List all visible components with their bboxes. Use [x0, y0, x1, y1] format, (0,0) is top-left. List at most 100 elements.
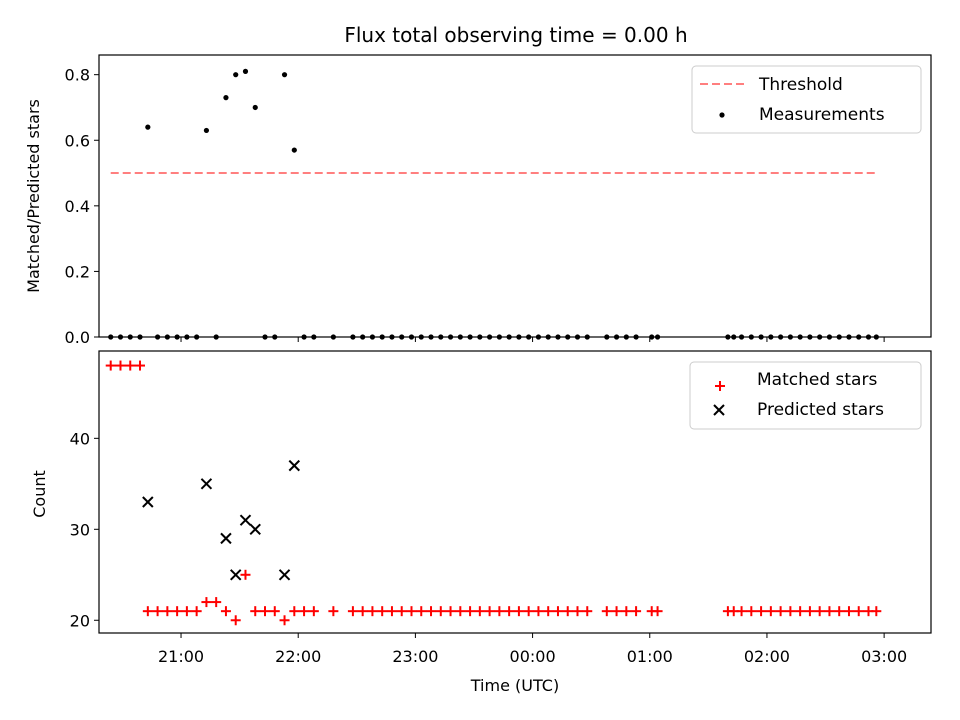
- matched-star-marker: [416, 606, 427, 617]
- ratio-panel: 0.00.20.40.60.8 Matched/Predicted stars …: [24, 54, 932, 347]
- matched-star-marker: [115, 360, 126, 371]
- matched-star-marker: [105, 360, 116, 371]
- matched-star-marker: [299, 606, 310, 617]
- matched-star-marker: [357, 606, 368, 617]
- x-tick-label: 01:00: [627, 647, 673, 666]
- measurement-point: [291, 147, 297, 153]
- matched-star-marker: [582, 606, 593, 617]
- x-tick-label: 02:00: [744, 647, 790, 666]
- predicted-legend-label: Predicted stars: [757, 400, 884, 420]
- matched-star-marker: [201, 597, 212, 608]
- matched-legend-label: Matched stars: [757, 370, 877, 390]
- matched-star-marker: [484, 606, 495, 617]
- matched-star-marker: [445, 606, 456, 617]
- matched-star-marker: [834, 606, 845, 617]
- predicted-star-marker-b: [249, 523, 261, 536]
- predicted-star-marker-b: [288, 459, 301, 472]
- matched-star-marker: [347, 606, 358, 617]
- matched-star-marker: [308, 606, 319, 617]
- predicted-star-marker: [278, 569, 291, 581]
- ratio-axes: 0.0 0.2 0.4 0.6 0.8: [65, 66, 885, 347]
- count-axes-frame: [98, 350, 932, 634]
- matched-star-marker: [211, 597, 222, 608]
- matched-star-marker: [367, 606, 378, 617]
- matched-star-marker: [240, 569, 251, 580]
- matched-star-marker: [843, 606, 854, 617]
- x-tick-label: 03:00: [861, 647, 907, 666]
- measurement-point: [223, 95, 229, 101]
- matched-star-marker: [181, 606, 192, 617]
- matched-star-marker: [328, 606, 339, 617]
- ratio-y-tick-label: 0.0: [65, 328, 90, 347]
- matched-star-marker: [152, 606, 163, 617]
- matched-star-marker: [552, 606, 563, 617]
- x-tick-label: 00:00: [510, 647, 556, 666]
- predicted-star-marker: [249, 523, 261, 536]
- matched-star-marker: [162, 606, 173, 617]
- predicted-star-marker: [288, 459, 301, 472]
- matched-star-marker: [601, 606, 612, 617]
- matched-star-marker: [435, 606, 446, 617]
- matched-star-marker: [871, 606, 882, 617]
- matched-star-marker: [426, 606, 437, 617]
- matched-star-marker: [853, 606, 864, 617]
- chart-title: Flux total observing time = 0.00 h: [344, 23, 687, 47]
- count-y-axis-label: Count: [30, 470, 49, 518]
- count-axes: 20 30 40 21:00 22:00 23:00 00:00 01:00 02:00 03:0…: [70, 429, 908, 666]
- matched-star-marker: [125, 360, 136, 371]
- measurement-point: [203, 127, 210, 134]
- ratio-y-tick-label: 0.4: [65, 197, 90, 216]
- matched-star-marker: [250, 606, 261, 617]
- matched-star-marker: [765, 606, 776, 617]
- x-tick-label: 22:00: [275, 647, 321, 666]
- x-tick-label: 23:00: [392, 647, 438, 666]
- matched-star-marker: [494, 606, 505, 617]
- ratio-y-tick-label: 0.2: [65, 262, 90, 281]
- measurements-legend-swatch: [719, 112, 725, 118]
- matched-star-marker: [142, 606, 153, 617]
- matched-star-marker: [621, 606, 632, 617]
- ratio-axes-frame: [98, 54, 932, 338]
- count-panel: 20 30 40 21:00 22:00 23:00 00:00 01:00 02:00 03:0…: [30, 350, 932, 695]
- matched-star-marker: [465, 606, 476, 617]
- measurement-point: [281, 72, 288, 78]
- matched-star-marker: [396, 606, 407, 617]
- predicted-star-marker: [220, 532, 232, 545]
- ratio-legend: Threshold Measurements: [691, 65, 922, 134]
- matched-star-marker: [543, 606, 554, 617]
- measurement-point: [145, 124, 151, 130]
- count-legend-box: [689, 361, 922, 430]
- matched-legend-swatch: [715, 381, 725, 391]
- predicted-star-marker-b: [230, 569, 242, 581]
- matched-star-marker: [513, 606, 524, 617]
- measurement-point: [242, 68, 249, 74]
- matched-star-marker: [135, 360, 146, 371]
- matched-star-marker: [824, 606, 835, 617]
- matched-star-marker: [455, 606, 466, 617]
- matched-star-marker: [756, 606, 767, 617]
- matched-star-marker: [230, 615, 241, 626]
- predicted-star-marker-b: [142, 496, 154, 508]
- matched-star-marker: [172, 606, 183, 617]
- measurement-point: [233, 72, 239, 78]
- predicted-star-marker-b: [200, 478, 213, 490]
- matched-star-marker: [562, 606, 573, 617]
- matched-star-marker: [279, 615, 290, 626]
- count-y-tick-label: 40: [70, 429, 90, 448]
- predicted-legend-swatch: [713, 404, 725, 416]
- predicted-star-marker: [239, 514, 252, 526]
- matched-star-marker: [523, 606, 534, 617]
- matched-star-marker: [474, 606, 485, 617]
- measurement-point: [252, 104, 258, 111]
- matched-star-marker: [572, 606, 583, 617]
- matched-star-marker: [533, 606, 544, 617]
- predicted-star-marker-b: [239, 514, 252, 526]
- matched-star-marker: [377, 606, 388, 617]
- ratio-legend-box: [691, 65, 922, 134]
- ratio-y-tick-label: 0.8: [65, 66, 90, 85]
- matched-star-marker: [775, 606, 786, 617]
- x-axis-label: Time (UTC): [470, 676, 559, 695]
- matched-star-marker: [736, 606, 747, 617]
- count-y-tick-label: 20: [70, 611, 90, 630]
